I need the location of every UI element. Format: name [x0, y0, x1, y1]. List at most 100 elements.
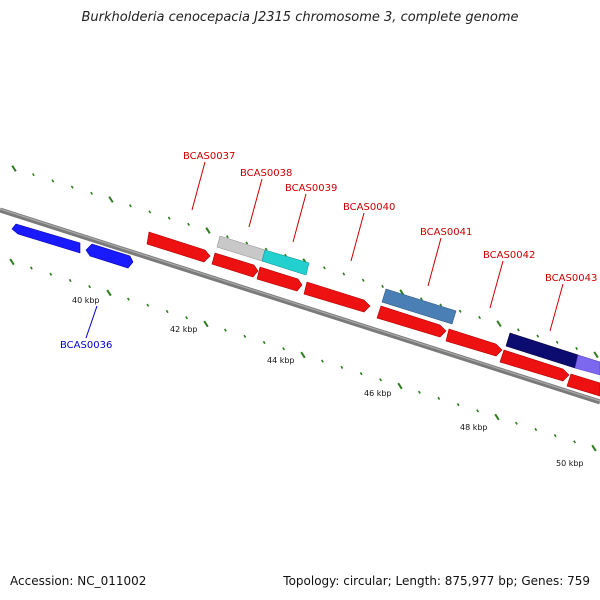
- gene-bcas0041[interactable]: [381, 288, 457, 325]
- minor-tick: [320, 359, 324, 363]
- minor-tick: [282, 347, 286, 351]
- scale-label: 40 kbp: [72, 296, 100, 305]
- gene-arrow[interactable]: [303, 281, 371, 313]
- minor-tick: [555, 340, 559, 344]
- minor-tick: [243, 334, 247, 338]
- minor-tick: [342, 272, 346, 276]
- minor-tick: [187, 222, 191, 226]
- minor-tick: [31, 173, 35, 177]
- scale-label: 46 kbp: [364, 389, 392, 398]
- map-title: Burkholderia cenocepacia J2315 chromosom…: [81, 10, 519, 25]
- minor-tick: [51, 179, 55, 183]
- major-tick: [9, 258, 15, 266]
- gene-purple-edge[interactable]: [574, 354, 600, 376]
- genome-backbone-highlight: [0, 208, 600, 402]
- minor-tick: [514, 421, 518, 425]
- major-tick: [203, 320, 209, 328]
- leader-bcas0040: [350, 212, 365, 262]
- leader-bcas0041: [427, 237, 442, 287]
- scale-label: 44 kbp: [267, 356, 295, 365]
- gene-inner-red-4[interactable]: [499, 349, 570, 382]
- gene-bcas0039[interactable]: [261, 249, 310, 276]
- minor-tick: [476, 409, 480, 413]
- minor-tick: [575, 346, 579, 351]
- minor-tick: [381, 284, 385, 289]
- minor-tick: [165, 309, 169, 314]
- major-tick: [496, 320, 502, 328]
- minor-tick: [223, 328, 227, 332]
- gene-bcas0040[interactable]: [303, 281, 371, 313]
- scale-label: 42 kbp: [170, 325, 198, 334]
- minor-tick: [361, 278, 365, 282]
- gene-blue-small[interactable]: [85, 243, 134, 269]
- gene-arrow[interactable]: [146, 231, 211, 263]
- minor-tick: [128, 204, 132, 208]
- gene-label[interactable]: BCAS0036: [60, 340, 112, 351]
- gene-arrow[interactable]: [211, 252, 259, 278]
- gene-arrow[interactable]: [85, 243, 134, 269]
- gene-arrow[interactable]: [499, 349, 570, 382]
- scale-label-group: 40 kbp 42 kbp 44 kbp 46 kbp 48 kbp 50 kb…: [72, 296, 584, 468]
- gene-arrow[interactable]: [256, 266, 303, 292]
- minor-tick: [573, 440, 577, 444]
- minor-tick: [437, 396, 441, 401]
- gene-label[interactable]: BCAS0038: [240, 168, 292, 179]
- minor-tick: [68, 278, 72, 283]
- minor-tick: [185, 316, 189, 320]
- gene-label[interactable]: BCAS0040: [343, 202, 395, 213]
- gene-box[interactable]: [574, 354, 600, 376]
- gene-inner-red-2[interactable]: [256, 266, 303, 292]
- gene-label[interactable]: BCAS0042: [483, 250, 535, 261]
- gene-arrow[interactable]: [376, 305, 447, 338]
- minor-tick: [359, 371, 363, 376]
- minor-tick: [419, 297, 423, 301]
- leader-bcas0036: [85, 305, 98, 339]
- minor-tick: [534, 427, 538, 432]
- minor-tick: [70, 185, 74, 189]
- minor-tick: [126, 297, 130, 301]
- minor-tick: [49, 272, 53, 276]
- minor-tick: [516, 328, 520, 332]
- gene-label-group: BCAS0037 BCAS0038 BCAS0039 BCAS0040 BCAS…: [60, 151, 597, 351]
- tick-row-lower: [9, 258, 597, 452]
- gene-inner-red-3[interactable]: [376, 305, 447, 338]
- gene-label[interactable]: BCAS0037: [183, 151, 235, 162]
- major-tick: [593, 351, 599, 359]
- minor-tick: [458, 309, 462, 313]
- minor-tick: [148, 210, 152, 214]
- gene-bcas0036[interactable]: [11, 223, 81, 254]
- gene-box[interactable]: [261, 249, 310, 276]
- minor-tick: [456, 403, 460, 407]
- major-tick: [300, 351, 306, 359]
- minor-tick: [379, 378, 383, 382]
- minor-tick: [90, 191, 94, 195]
- minor-tick: [340, 365, 344, 369]
- leader-bcas0043: [549, 283, 564, 332]
- gene-bcas0037[interactable]: [146, 231, 211, 263]
- label-leaders: [85, 161, 564, 339]
- gene-label[interactable]: BCAS0041: [420, 227, 472, 238]
- gene-arrow[interactable]: [11, 223, 81, 254]
- gene-arrow[interactable]: [445, 328, 503, 357]
- minor-tick: [146, 303, 150, 307]
- major-tick: [108, 196, 114, 203]
- major-tick: [106, 289, 112, 297]
- minor-tick: [439, 303, 443, 307]
- minor-tick: [553, 434, 557, 438]
- gene-label[interactable]: BCAS0043: [545, 273, 597, 284]
- major-tick: [11, 165, 17, 172]
- minor-tick: [478, 315, 482, 320]
- scale-label: 50 kbp: [556, 459, 584, 468]
- leader-bcas0038: [248, 178, 263, 228]
- minor-tick: [322, 266, 326, 270]
- gene-box[interactable]: [381, 288, 457, 325]
- gene-bcas0042[interactable]: [445, 328, 503, 357]
- gene-label[interactable]: BCAS0039: [285, 183, 337, 194]
- gene-arrow[interactable]: [566, 373, 600, 397]
- leader-bcas0039: [292, 193, 307, 243]
- gene-inner-red-1[interactable]: [211, 252, 259, 278]
- topology-text: Topology: circular; Length: 875,977 bp; …: [283, 574, 590, 588]
- minor-tick: [536, 334, 540, 338]
- gene-inner-red-5[interactable]: [566, 373, 600, 397]
